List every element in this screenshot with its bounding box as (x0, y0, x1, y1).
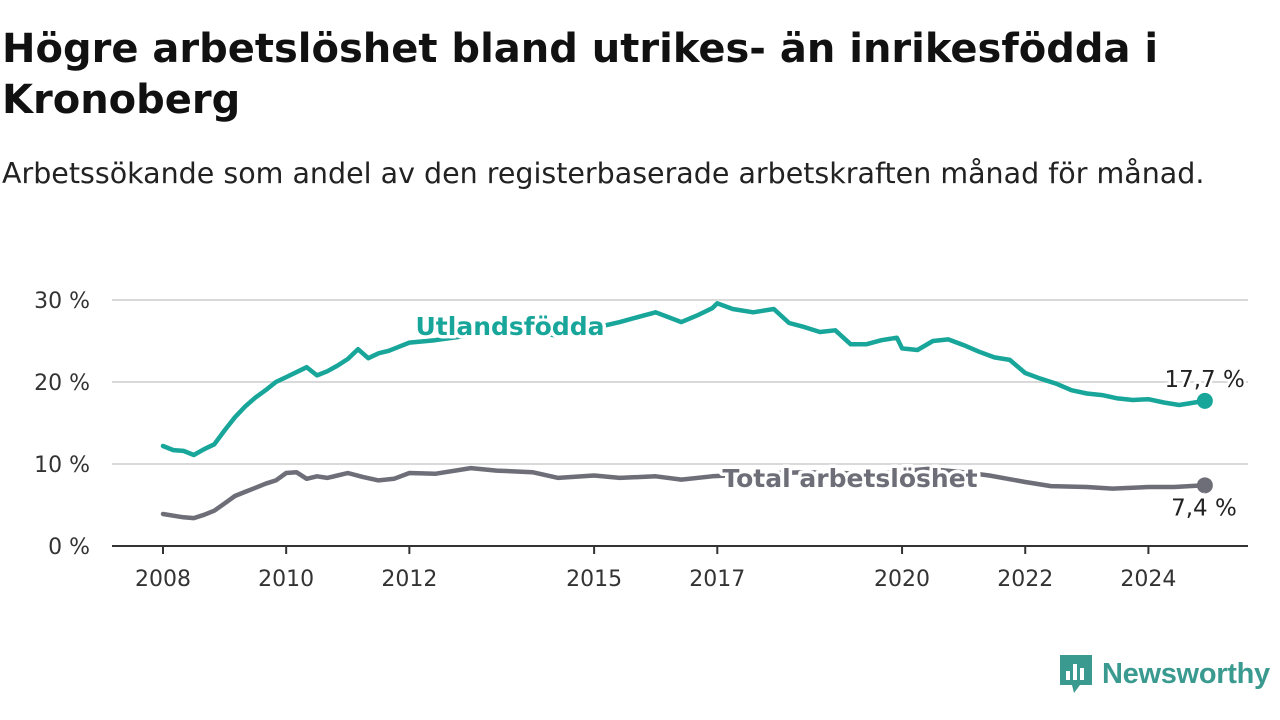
x-tick-label: 2022 (997, 567, 1053, 592)
series-name-label: Utlandsfödda (416, 312, 605, 341)
axes: 0 % 10 % 20 % 30 % 2008 2010 2012 2015 2017 2020 2… (34, 289, 1248, 592)
x-tick-label: 2012 (381, 567, 437, 592)
x-tick-label: 2020 (874, 567, 930, 592)
y-tick-label: 10 % (34, 453, 90, 478)
series-end-value-label: 7,4 % (1171, 495, 1237, 521)
chart-subtitle: Arbetssökande som andel av den registerb… (2, 157, 1205, 190)
series-end-value-label: 17,7 % (1164, 367, 1244, 393)
y-tick-label: 0 % (48, 535, 90, 560)
x-tick-label: 2008 (135, 567, 191, 592)
grid-lines (112, 299, 1248, 465)
newsworthy-logo-icon (1060, 655, 1092, 693)
series-lines (160, 301, 1213, 521)
y-tick-label: 30 % (34, 289, 90, 314)
series-line-1 (160, 465, 1208, 521)
y-tick-label: 20 % (34, 371, 90, 396)
x-tick-label: 2015 (566, 567, 622, 592)
brand-logo[interactable]: Newsworthy (1058, 652, 1270, 696)
brand-name: Newsworthy (1102, 657, 1270, 690)
x-tick-label: 2024 (1120, 567, 1176, 592)
series-line-0 (160, 301, 1208, 458)
series-end-marker (1196, 477, 1213, 494)
chart-title: Högre arbetslöshet bland utrikes- än inr… (2, 26, 1159, 123)
x-tick-label: 2010 (258, 567, 314, 592)
series-name-label: Total arbetslöshet (722, 464, 977, 493)
series-end-marker (1196, 392, 1213, 409)
labels: Utlandsfödda 17,7 % Total arbetslöshet 7,4 … (412, 309, 1247, 524)
x-tick-label: 2017 (689, 567, 745, 592)
